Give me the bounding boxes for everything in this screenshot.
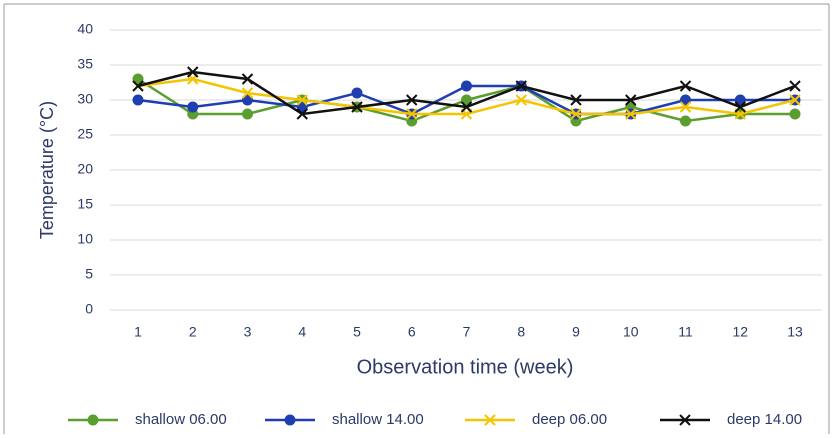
- x-tick-label: 1: [134, 324, 142, 340]
- x-tick-label: 4: [298, 324, 306, 340]
- legend-label: deep 06.00: [532, 411, 607, 428]
- data-point: [789, 80, 801, 92]
- data-point: [625, 108, 637, 120]
- y-tick-label: 25: [77, 126, 93, 142]
- data-point: [296, 94, 308, 106]
- legend-label: deep 14.00: [727, 411, 802, 428]
- y-tick-label: 35: [77, 56, 93, 72]
- x-tick-label: 3: [244, 324, 252, 340]
- data-point: [680, 115, 691, 127]
- data-point: [625, 94, 637, 106]
- x-tick-label: 13: [787, 324, 803, 340]
- data-point: [132, 73, 144, 85]
- data-point: [734, 101, 746, 113]
- y-axis-title: Temperature (°C): [37, 101, 57, 239]
- x-tick-label: 6: [408, 324, 416, 340]
- data-point: [734, 94, 746, 106]
- data-point: [789, 108, 801, 120]
- x-tick-label: 11: [678, 324, 693, 340]
- data-point: [406, 94, 418, 106]
- data-point: [242, 108, 253, 120]
- x-tick-label: 7: [463, 324, 471, 340]
- data-point: [351, 101, 363, 113]
- data-point: [132, 80, 144, 92]
- legend-marker: [284, 414, 296, 426]
- x-tick-label: 9: [572, 324, 580, 340]
- y-tick-label: 0: [85, 301, 93, 317]
- legend-marker: [679, 414, 691, 426]
- data-point: [241, 87, 254, 99]
- data-point: [132, 94, 144, 106]
- data-point: [296, 108, 308, 120]
- data-point: [460, 101, 473, 113]
- data-point: [406, 108, 418, 120]
- data-point: [296, 101, 308, 113]
- data-point: [241, 73, 254, 85]
- y-tick-label: 15: [77, 196, 93, 212]
- data-point: [680, 94, 691, 106]
- legend-label: shallow 06.00: [135, 411, 227, 428]
- y-tick-label: 10: [77, 231, 93, 247]
- data-point: [187, 101, 199, 113]
- data-point: [351, 87, 363, 99]
- x-tick-label: 2: [189, 324, 197, 340]
- x-tick-label: 5: [353, 324, 361, 340]
- data-point: [461, 80, 472, 92]
- data-point: [570, 108, 582, 120]
- legend-label: shallow 14.00: [332, 411, 424, 428]
- data-point: [679, 80, 692, 92]
- y-tick-label: 20: [77, 161, 93, 177]
- legend-marker: [484, 414, 496, 426]
- x-tick-label: 10: [623, 324, 639, 340]
- x-axis-title: Observation time (week): [357, 356, 574, 378]
- x-tick-label: 8: [517, 324, 525, 340]
- y-tick-label: 40: [77, 21, 93, 37]
- y-tick-label: 30: [77, 91, 93, 107]
- data-point: [515, 80, 527, 92]
- data-point: [242, 94, 253, 106]
- data-point: [461, 94, 472, 106]
- data-point: [789, 94, 801, 106]
- x-tick-label: 12: [732, 324, 748, 340]
- data-point: [679, 101, 692, 113]
- data-point: [570, 94, 582, 106]
- legend-marker: [87, 414, 99, 426]
- data-point: [515, 94, 527, 106]
- y-tick-label: 5: [85, 266, 93, 282]
- data-point: [187, 66, 199, 78]
